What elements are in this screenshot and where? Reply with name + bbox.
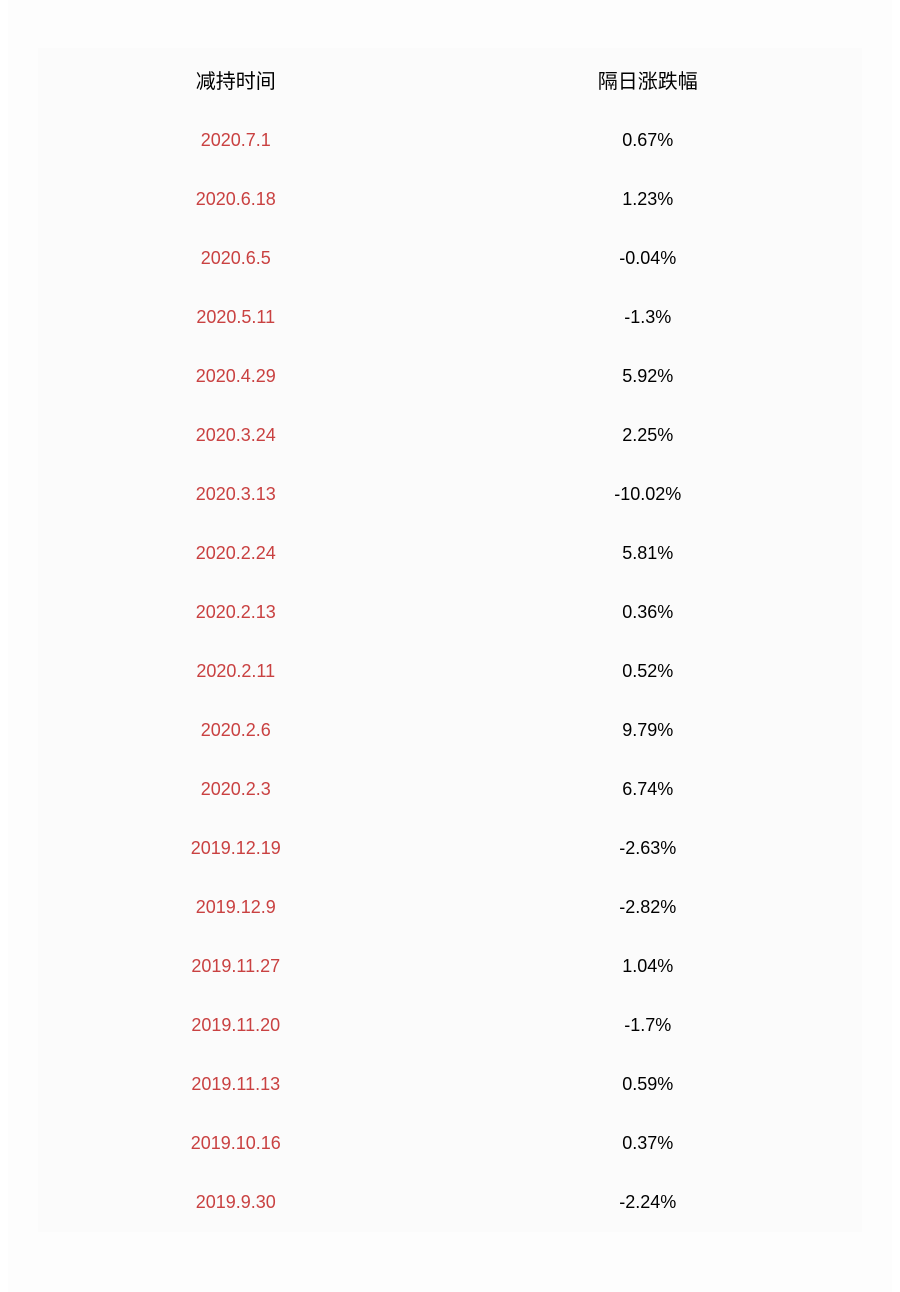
table-row: 2020.6.5-0.04% (38, 229, 862, 288)
table-row: 2019.12.9-2.82% (38, 878, 862, 937)
change-cell: -2.82% (434, 878, 862, 937)
date-cell: 2019.10.16 (38, 1114, 434, 1173)
change-cell: 6.74% (434, 760, 862, 819)
change-cell: 0.52% (434, 642, 862, 701)
change-cell: -1.3% (434, 288, 862, 347)
table-row: 2020.2.110.52% (38, 642, 862, 701)
date-cell: 2019.11.13 (38, 1055, 434, 1114)
change-cell: -1.7% (434, 996, 862, 1055)
date-cell: 2020.6.18 (38, 170, 434, 229)
change-cell: -0.04% (434, 229, 862, 288)
table-header-row: 减持时间 隔日涨跌幅 (38, 48, 862, 111)
table-row: 2020.2.130.36% (38, 583, 862, 642)
date-cell: 2020.2.24 (38, 524, 434, 583)
change-cell: 2.25% (434, 406, 862, 465)
change-cell: 0.36% (434, 583, 862, 642)
date-cell: 2020.3.13 (38, 465, 434, 524)
change-cell: 9.79% (434, 701, 862, 760)
table-row: 2019.9.30-2.24% (38, 1173, 862, 1232)
change-cell: 0.59% (434, 1055, 862, 1114)
header-date: 减持时间 (38, 48, 434, 111)
table-row: 2020.7.10.67% (38, 111, 862, 170)
date-cell: 2020.6.5 (38, 229, 434, 288)
table-row: 2019.11.271.04% (38, 937, 862, 996)
table-container: 减持时间 隔日涨跌幅 2020.7.10.67%2020.6.181.23%20… (8, 0, 892, 1292)
table-row: 2019.10.160.37% (38, 1114, 862, 1173)
table-row: 2020.3.13-10.02% (38, 465, 862, 524)
table-row: 2020.2.245.81% (38, 524, 862, 583)
table-body: 2020.7.10.67%2020.6.181.23%2020.6.5-0.04… (38, 111, 862, 1232)
date-cell: 2019.9.30 (38, 1173, 434, 1232)
table-row: 2020.2.69.79% (38, 701, 862, 760)
table-row: 2020.6.181.23% (38, 170, 862, 229)
date-cell: 2020.5.11 (38, 288, 434, 347)
change-cell: 1.04% (434, 937, 862, 996)
table-row: 2020.5.11-1.3% (38, 288, 862, 347)
table-row: 2020.3.242.25% (38, 406, 862, 465)
date-cell: 2020.2.3 (38, 760, 434, 819)
change-cell: -2.63% (434, 819, 862, 878)
date-cell: 2020.4.29 (38, 347, 434, 406)
date-cell: 2019.12.19 (38, 819, 434, 878)
date-cell: 2020.3.24 (38, 406, 434, 465)
date-cell: 2020.2.13 (38, 583, 434, 642)
date-cell: 2019.12.9 (38, 878, 434, 937)
data-table: 减持时间 隔日涨跌幅 2020.7.10.67%2020.6.181.23%20… (38, 48, 862, 1232)
change-cell: 0.67% (434, 111, 862, 170)
date-cell: 2020.2.6 (38, 701, 434, 760)
change-cell: 5.81% (434, 524, 862, 583)
date-cell: 2020.7.1 (38, 111, 434, 170)
table-row: 2020.4.295.92% (38, 347, 862, 406)
table-row: 2019.12.19-2.63% (38, 819, 862, 878)
table-row: 2019.11.130.59% (38, 1055, 862, 1114)
change-cell: -2.24% (434, 1173, 862, 1232)
change-cell: -10.02% (434, 465, 862, 524)
date-cell: 2019.11.27 (38, 937, 434, 996)
date-cell: 2020.2.11 (38, 642, 434, 701)
header-change: 隔日涨跌幅 (434, 48, 862, 111)
date-cell: 2019.11.20 (38, 996, 434, 1055)
change-cell: 1.23% (434, 170, 862, 229)
table-row: 2020.2.36.74% (38, 760, 862, 819)
change-cell: 0.37% (434, 1114, 862, 1173)
change-cell: 5.92% (434, 347, 862, 406)
table-row: 2019.11.20-1.7% (38, 996, 862, 1055)
